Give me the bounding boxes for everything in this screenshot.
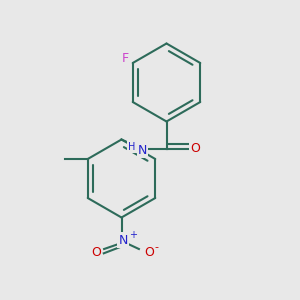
Text: -: - bbox=[154, 242, 159, 253]
Text: N: N bbox=[118, 233, 128, 247]
Text: O: O bbox=[191, 142, 200, 155]
Text: O: O bbox=[91, 245, 101, 259]
Text: N: N bbox=[138, 143, 147, 157]
Text: O: O bbox=[144, 245, 154, 259]
Text: F: F bbox=[122, 52, 129, 65]
Text: +: + bbox=[129, 230, 137, 240]
Text: H: H bbox=[128, 142, 136, 152]
